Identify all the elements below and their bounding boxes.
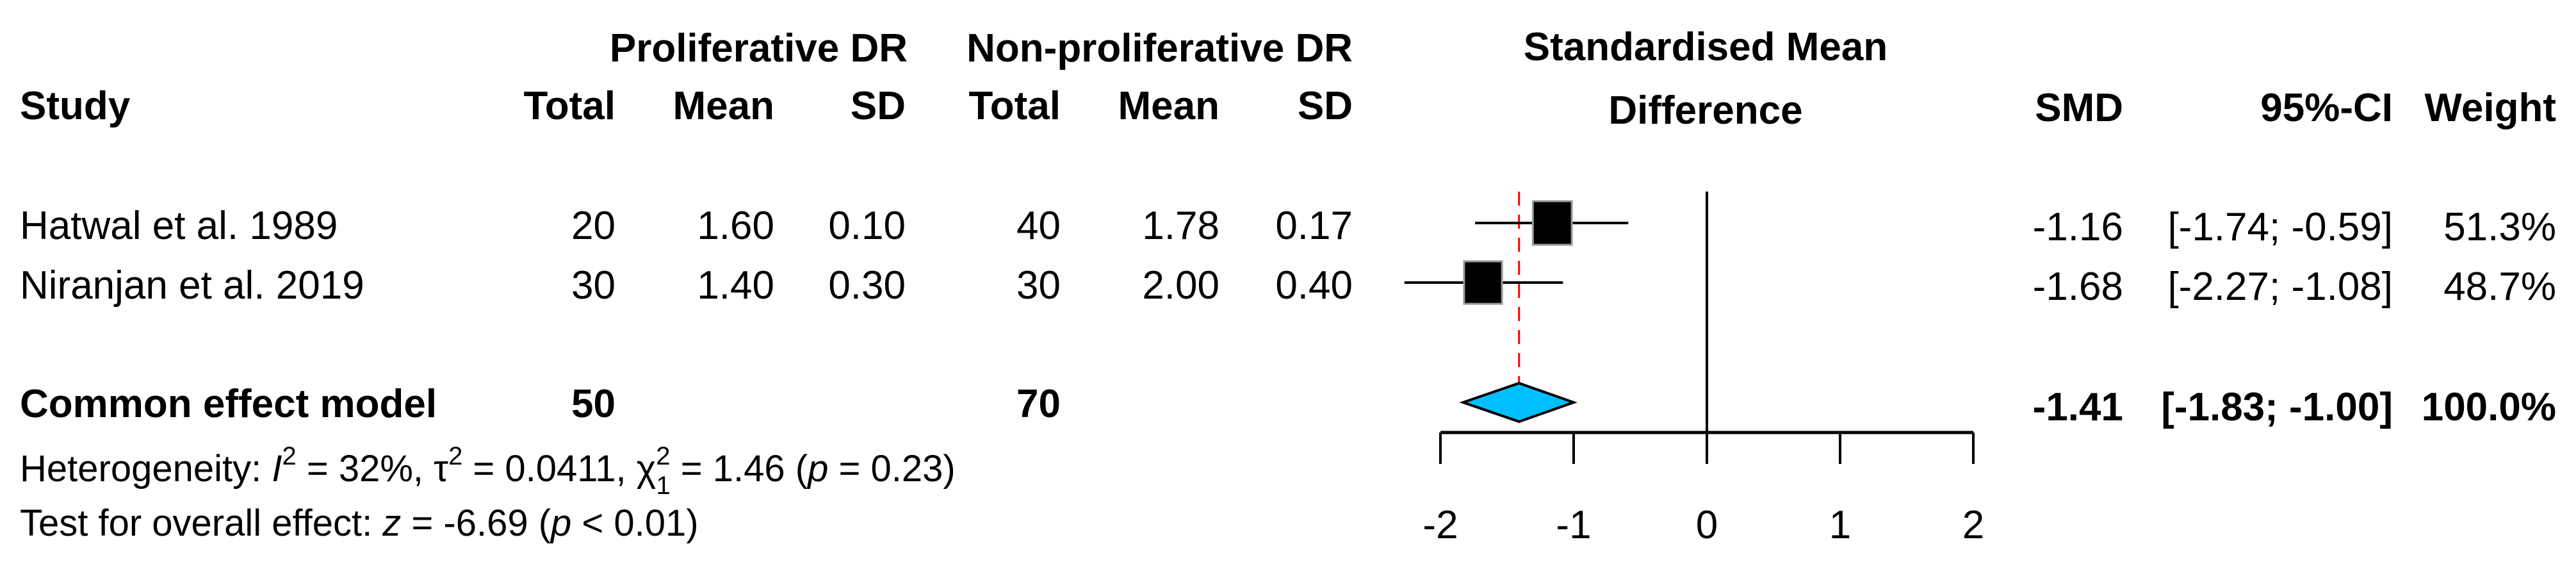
header-weight: Weight — [2425, 86, 2557, 130]
pooled-total2: 70 — [1016, 382, 1061, 426]
study-name: Hatwal et al. 1989 — [20, 204, 338, 248]
header-sd1: SD — [851, 84, 906, 128]
x-tick-label: 0 — [1696, 503, 1718, 547]
header-group1: Proliferative DR — [610, 26, 908, 70]
total2: 40 — [1016, 204, 1061, 248]
x-tick-label: 2 — [1962, 503, 1984, 547]
total2: 30 — [1016, 263, 1061, 308]
pooled-row: Common effect model 50 70 -1.41 [-1.83; … — [20, 382, 2556, 429]
plot-area: -2 -1 0 1 2 — [1404, 192, 1984, 547]
pooled-diamond — [1459, 381, 1578, 424]
smd-value: -1.68 — [2033, 265, 2123, 309]
pooled-weight: 100.0% — [2422, 385, 2556, 429]
ci-value: [-1.74; -0.59] — [2167, 205, 2393, 249]
mean2: 1.78 — [1142, 204, 1219, 248]
header-ci: 95%-CI — [2260, 86, 2393, 130]
study-box — [1531, 200, 1573, 246]
study-row: Niranjan et al. 2019 30 1.40 0.30 30 2.0… — [20, 263, 2556, 309]
study-row: Hatwal et al. 1989 20 1.60 0.10 40 1.78 … — [20, 204, 2556, 249]
header-total1: Total — [524, 84, 616, 128]
x-tick-label: -2 — [1423, 503, 1458, 547]
header-mean2: Mean — [1118, 84, 1219, 128]
weight-value: 51.3% — [2443, 205, 2556, 249]
mean2: 2.00 — [1142, 263, 1219, 308]
mean1: 1.60 — [697, 204, 774, 248]
header-total2: Total — [969, 84, 1061, 128]
pooled-smd: -1.41 — [2033, 385, 2123, 429]
total1: 20 — [571, 204, 615, 248]
sd1: 0.10 — [828, 204, 906, 248]
heterogeneity-text: Heterogeneity: I2 = 32%, τ2 = 0.0411, χ2… — [20, 442, 956, 500]
study-box — [1463, 260, 1503, 305]
sd2: 0.17 — [1275, 204, 1353, 248]
header-mean1: Mean — [673, 84, 774, 128]
pooled-ci: [-1.83; -1.00] — [2161, 385, 2393, 429]
header-smd: SMD — [2035, 86, 2123, 130]
header-group2: Non-proliferative DR — [966, 26, 1353, 70]
header-sd2: SD — [1298, 84, 1353, 128]
smd-value: -1.16 — [2033, 205, 2123, 249]
total1: 30 — [571, 263, 615, 308]
study-name: Niranjan et al. 2019 — [20, 263, 364, 308]
header-study: Study — [20, 84, 131, 128]
ci-value: [-2.27; -1.08] — [2167, 265, 2393, 309]
weight-value: 48.7% — [2443, 265, 2556, 309]
mean1: 1.40 — [697, 263, 774, 308]
x-tick-label: 1 — [1829, 503, 1851, 547]
sd1: 0.30 — [828, 263, 906, 308]
header-plot-line1: Standardised Mean — [1524, 25, 1887, 69]
header-plot-line2: Difference — [1608, 88, 1802, 133]
overall-effect-text: Test for overall effect: z = -6.69 (p < … — [20, 502, 699, 544]
pooled-total1: 50 — [571, 382, 615, 426]
sd2: 0.40 — [1275, 263, 1353, 308]
x-tick-label: -1 — [1556, 503, 1591, 547]
pooled-name: Common effect model — [20, 382, 437, 426]
